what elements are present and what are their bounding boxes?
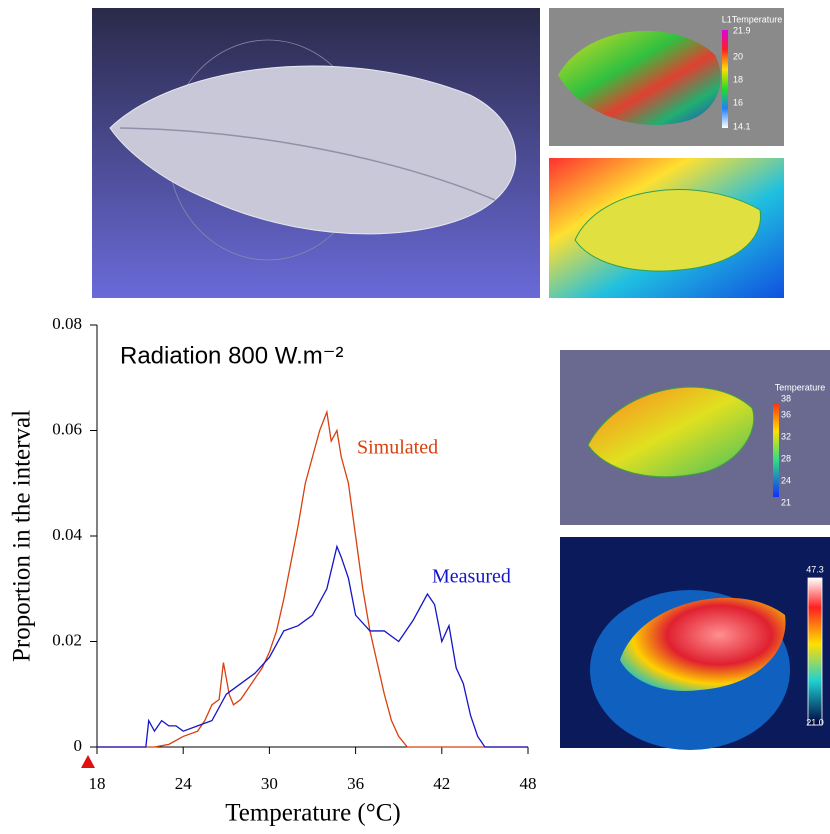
y-tick-label: 0.02 (52, 630, 82, 649)
colorbar-labels: 47.3 21.0 (806, 564, 824, 727)
colorbar-label: 47.3 (806, 564, 824, 574)
x-tick-label: 30 (261, 774, 278, 793)
x-tick-label: 24 (175, 774, 193, 793)
colorbar-label: 38 (781, 393, 791, 403)
x-tick-label: 18 (89, 774, 106, 793)
sim-panel: Temperature 38 36 32 28 24 21 (560, 350, 830, 525)
colorbar-title: L1Temperature (722, 14, 783, 24)
colorbar-label: 36 (781, 409, 791, 419)
thermal-panel (549, 158, 784, 298)
colorbar-label: 21.0 (806, 717, 824, 727)
colorbar-labels: 21.9 20 18 16 14.1 (733, 25, 751, 131)
y-tick-label: 0.08 (52, 314, 82, 333)
colorbar-label: 21 (781, 497, 791, 507)
y-axis-label: Proportion in the interval (9, 410, 36, 662)
series-label: Simulated (357, 437, 438, 459)
mesh-panel (92, 8, 540, 298)
series-label: Measured (432, 566, 511, 588)
marker (81, 755, 95, 768)
colorbar-labels: 38 36 32 28 24 21 (781, 393, 791, 507)
y-tick-label: 0.06 (52, 419, 82, 438)
colorbar-title: Temperature (775, 382, 826, 392)
ir-panel: 47.3 21.0 (560, 537, 830, 750)
y-tick-label: 0.04 (52, 525, 82, 544)
chart: Radiation 800 W.m⁻² Temperature (°C) Pro… (9, 314, 537, 827)
x-axis-label: Temperature (°C) (225, 800, 401, 827)
series-line (97, 409, 528, 748)
model-panel: L1Temperature 21.9 20 18 16 14.1 (549, 8, 784, 146)
colorbar-label: 24 (781, 475, 791, 485)
colorbar-label: 21.9 (733, 25, 751, 35)
colorbar-label: 20 (733, 51, 743, 61)
series-line (97, 544, 528, 748)
x-tick-label: 42 (433, 774, 450, 793)
colorbar-label: 18 (733, 74, 743, 84)
x-tick-label: 48 (520, 774, 537, 793)
colorbar-label: 32 (781, 431, 791, 441)
colorbar-label: 14.1 (733, 121, 751, 131)
y-tick-label: 0 (74, 736, 83, 755)
x-tick-label: 36 (347, 774, 364, 793)
colorbar-label: 16 (733, 97, 743, 107)
colorbar-label: 28 (781, 453, 791, 463)
chart-title: Radiation 800 W.m⁻² (120, 342, 343, 369)
